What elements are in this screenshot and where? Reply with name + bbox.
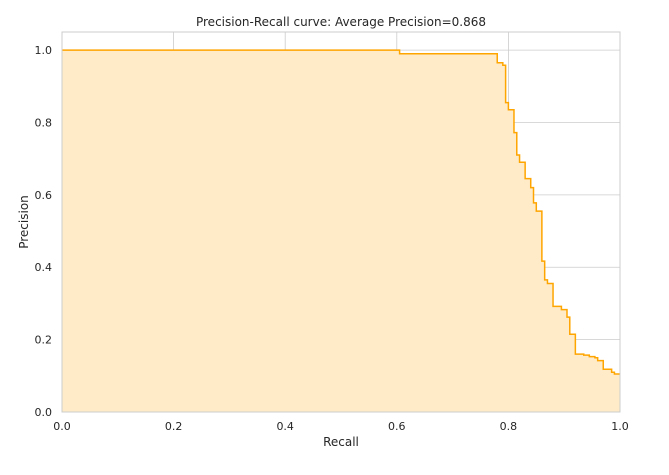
x-tick-label: 0.0 <box>53 420 71 433</box>
x-tick-label: 1.0 <box>611 420 629 433</box>
y-tick-label: 0.8 <box>35 116 53 129</box>
tick-labels: 0.0 0.2 0.4 0.6 0.8 1.0 0.0 0.2 0.4 0.6 0.8 1.0 <box>35 44 629 433</box>
x-tick-label: 0.6 <box>388 420 406 433</box>
y-axis-label: Precision <box>17 195 31 249</box>
pr-step-line <box>62 49 620 375</box>
y-tick-label: 0.6 <box>35 189 53 202</box>
plot-frame <box>61 31 621 413</box>
chart-title: Precision-Recall curve: Average Precisio… <box>196 15 486 29</box>
x-axis-label: Recall <box>323 435 359 449</box>
y-tick-label: 0.0 <box>35 406 53 419</box>
y-tick-label: 0.4 <box>35 261 53 274</box>
y-tick-label: 0.2 <box>35 334 53 347</box>
x-tick-label: 0.8 <box>500 420 518 433</box>
x-tick-label: 0.2 <box>165 420 183 433</box>
pr-area-fill <box>62 50 620 412</box>
x-tick-label: 0.4 <box>276 420 294 433</box>
y-tick-label: 1.0 <box>35 44 53 57</box>
